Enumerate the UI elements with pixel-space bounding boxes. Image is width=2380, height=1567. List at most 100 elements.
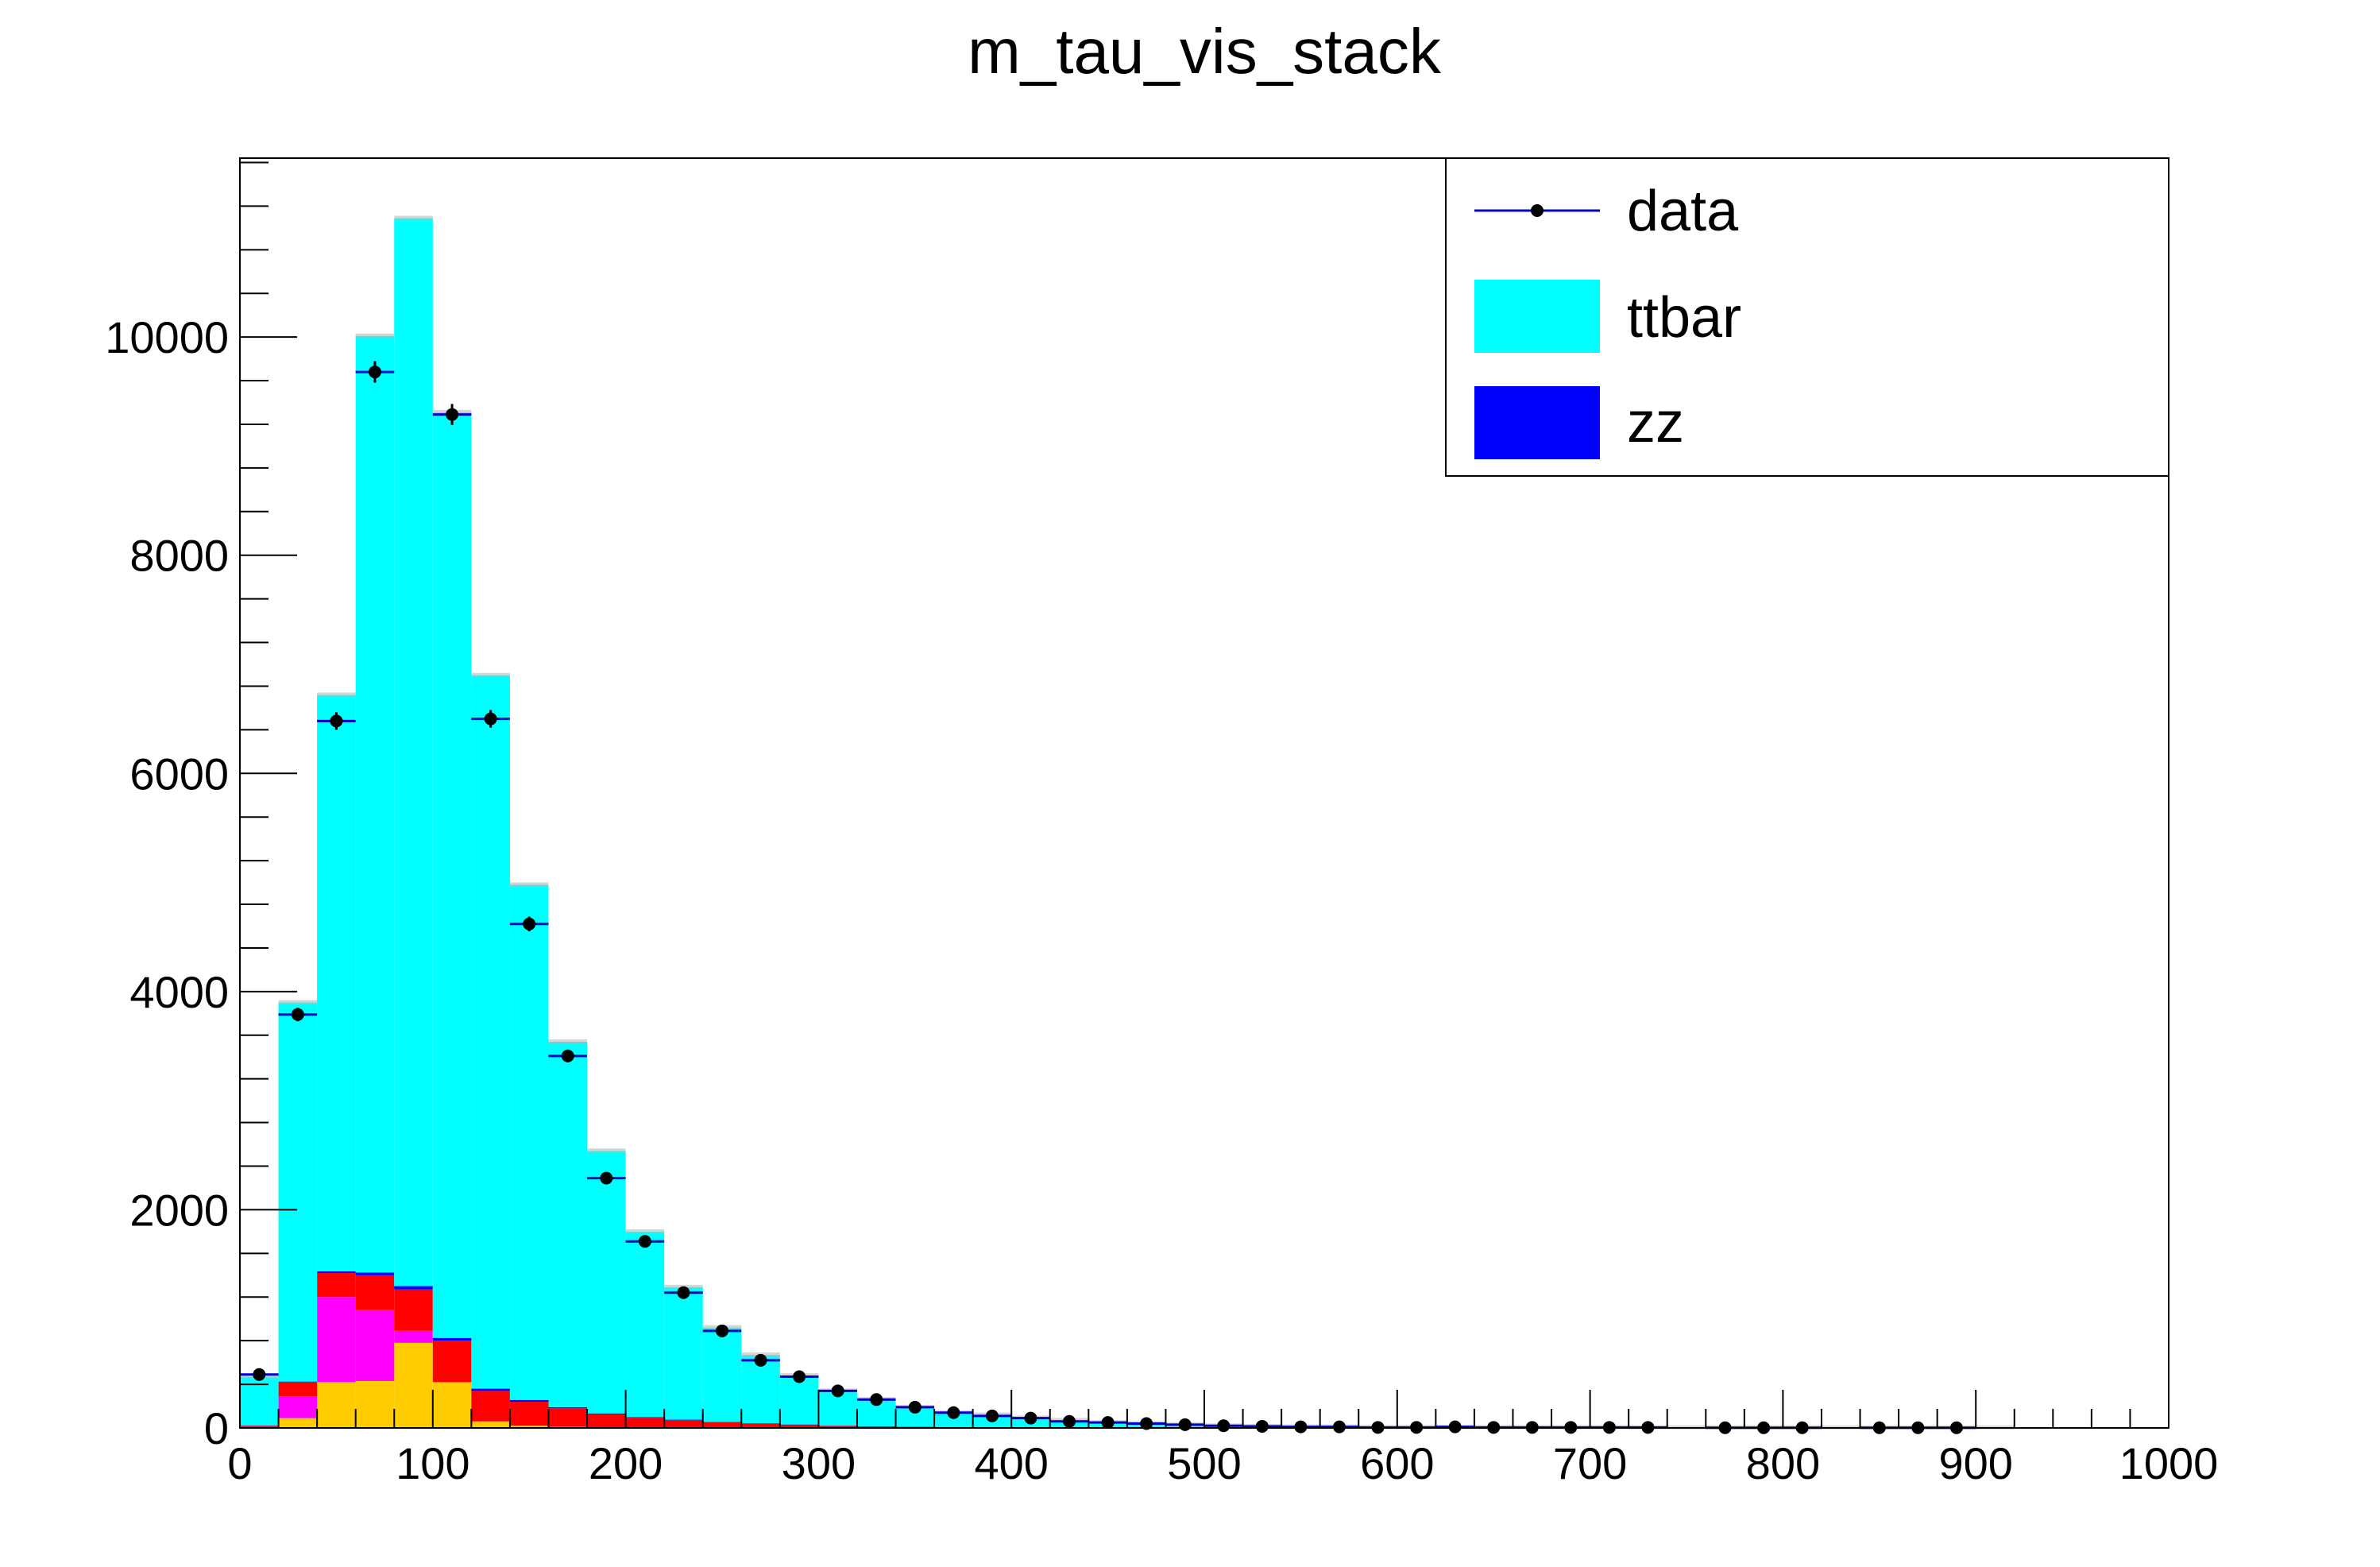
data-point-15 <box>831 1384 844 1398</box>
bar-series-4-bin-1 <box>278 1002 318 1382</box>
data-point-0 <box>253 1368 266 1381</box>
legend: data ttbar zz <box>1445 157 2169 477</box>
legend-data-label: data <box>1627 180 1739 243</box>
bar-series-2-bin-10 <box>625 1418 665 1428</box>
bar-series-4-bin-10 <box>625 1231 665 1418</box>
x-tick-label-4: 400 <box>974 1438 1048 1488</box>
bar-series-4-bin-2 <box>317 695 356 1271</box>
bar-series-4-bin-4 <box>394 218 433 1286</box>
bar-series-3-bin-4 <box>394 1286 433 1290</box>
data-point-5 <box>446 408 459 421</box>
y-tick-label-4: 8000 <box>129 531 229 581</box>
bar-series-2-bin-2 <box>317 1273 356 1298</box>
bar-series-3-bin-10 <box>625 1417 665 1418</box>
legend-data-marker <box>1531 204 1544 217</box>
chart-title: m_tau_vis_stack <box>968 16 1442 87</box>
bar-series-1-bin-2 <box>317 1297 356 1383</box>
data-point-25 <box>1217 1419 1231 1433</box>
bar-series-2-bin-7 <box>509 1402 549 1426</box>
x-tick-label-0: 0 <box>227 1438 252 1488</box>
data-point-23 <box>1140 1417 1153 1430</box>
data-point-1 <box>291 1008 304 1021</box>
bar-series-0-bin-4 <box>394 1342 433 1428</box>
stack-top-bin-2 <box>317 692 356 697</box>
bar-series-0-bin-7 <box>509 1426 549 1428</box>
data-point-26 <box>1255 1419 1269 1433</box>
y-tick-label-0: 0 <box>204 1403 229 1453</box>
x-tick-label-6: 600 <box>1360 1438 1434 1488</box>
x-tick-label-3: 300 <box>782 1438 856 1488</box>
stack-top-bin-10 <box>625 1228 665 1233</box>
data-point-31 <box>1448 1420 1462 1434</box>
bar-series-4-bin-5 <box>432 412 472 1338</box>
bar-series-0-bin-1 <box>278 1418 318 1428</box>
data-point-20 <box>1024 1411 1037 1425</box>
bar-series-2-bin-16 <box>856 1426 896 1428</box>
y-tick-label-2: 4000 <box>129 967 229 1017</box>
bar-series-4-bin-7 <box>509 884 549 1400</box>
data-point-11 <box>677 1286 690 1299</box>
x-tick-label-9: 900 <box>1938 1438 2012 1488</box>
bar-series-2-bin-11 <box>664 1420 703 1428</box>
stack-top-bin-8 <box>548 1039 588 1044</box>
data-point-9 <box>600 1171 613 1185</box>
data-point-8 <box>561 1049 574 1062</box>
bar-series-3-bin-8 <box>548 1406 588 1409</box>
bar-series-4-bin-9 <box>587 1151 626 1414</box>
data-point-28 <box>1332 1420 1346 1434</box>
data-point-16 <box>870 1393 883 1406</box>
bar-series-2-bin-8 <box>548 1408 588 1427</box>
bar-series-4-bin-11 <box>664 1286 703 1420</box>
bar-series-0-bin-5 <box>432 1382 472 1428</box>
data-point-27 <box>1294 1420 1308 1434</box>
x-tick-label-2: 200 <box>589 1438 663 1488</box>
bar-series-4-bin-3 <box>355 335 395 1273</box>
data-point-22 <box>1101 1416 1115 1430</box>
data-point-17 <box>908 1400 921 1414</box>
bar-series-3-bin-5 <box>432 1337 472 1341</box>
bar-series-3-bin-7 <box>509 1399 549 1403</box>
bar-series-1-bin-1 <box>278 1396 318 1418</box>
stack-top-bin-9 <box>587 1148 626 1153</box>
bar-series-3-bin-1 <box>278 1381 318 1383</box>
bar-series-0-bin-2 <box>317 1382 356 1428</box>
data-point-21 <box>1063 1414 1076 1428</box>
data-point-10 <box>638 1235 651 1248</box>
legend-ttbar-label: ttbar <box>1627 286 1741 350</box>
x-tick-label-7: 700 <box>1553 1438 1627 1488</box>
bar-series-2-bin-3 <box>355 1275 395 1310</box>
x-tick-label-10: 1000 <box>2119 1438 2219 1488</box>
bar-series-0-bin-6 <box>471 1421 510 1428</box>
data-point-24 <box>1178 1418 1192 1431</box>
bar-series-4-bin-14 <box>779 1375 819 1425</box>
data-point-19 <box>985 1409 999 1422</box>
bar-series-2-bin-13 <box>741 1423 780 1428</box>
bar-series-2-bin-6 <box>471 1391 510 1422</box>
bar-series-2-bin-9 <box>587 1414 626 1428</box>
bar-series-3-bin-3 <box>355 1272 395 1275</box>
legend-ttbar-swatch <box>1474 280 1600 353</box>
bar-series-1-bin-0 <box>240 1426 279 1428</box>
bar-series-2-bin-5 <box>432 1341 472 1383</box>
x-tick-label-5: 500 <box>1167 1438 1241 1488</box>
data-point-7 <box>523 917 536 931</box>
y-tick-label-1: 2000 <box>129 1185 229 1235</box>
stack-top-bin-3 <box>355 333 395 338</box>
bar-series-4-bin-6 <box>471 675 510 1389</box>
bar-series-2-bin-12 <box>702 1422 742 1428</box>
x-tick-label-1: 100 <box>396 1438 469 1488</box>
bar-series-3-bin-6 <box>471 1388 510 1391</box>
stack-top-bin-4 <box>394 215 433 220</box>
bar-series-2-bin-1 <box>278 1382 318 1397</box>
y-tick-label-3: 6000 <box>129 749 229 799</box>
data-point-18 <box>947 1406 960 1419</box>
bar-series-2-bin-14 <box>779 1424 819 1428</box>
bar-series-2-bin-15 <box>818 1426 857 1428</box>
legend-zz-swatch <box>1474 386 1600 459</box>
stack-top-bin-6 <box>471 672 510 677</box>
data-point-13 <box>754 1353 767 1367</box>
data-point-2 <box>330 714 343 728</box>
bar-series-4-bin-8 <box>548 1042 588 1407</box>
bar-series-1-bin-3 <box>355 1310 395 1381</box>
